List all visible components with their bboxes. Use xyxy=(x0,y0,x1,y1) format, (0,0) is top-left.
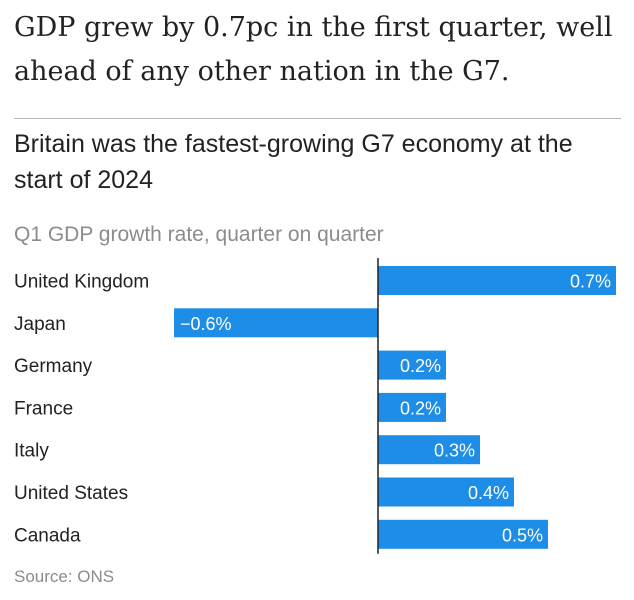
category-label: Italy xyxy=(14,441,49,462)
value-label: 0.3% xyxy=(434,441,475,461)
category-label: Canada xyxy=(14,525,81,546)
chart-title: Britain was the fastest-growing G7 econo… xyxy=(14,130,573,194)
category-label: United Kingdom xyxy=(14,272,149,293)
value-label: −0.6% xyxy=(180,314,232,334)
chart-subtitle: Q1 GDP growth rate, quarter on quarter xyxy=(14,223,384,246)
value-label: 0.4% xyxy=(468,483,509,503)
category-label: Germany xyxy=(14,356,93,377)
bar-chart: United Kingdom 0.7% Japan −0.6% Germany 0.2% F… xyxy=(14,258,616,554)
category-label: France xyxy=(14,398,73,419)
bar xyxy=(378,350,446,380)
bar xyxy=(378,435,480,465)
bar xyxy=(378,392,446,422)
bar xyxy=(378,477,514,507)
bar xyxy=(174,308,378,338)
headline: GDP grew by 0.7pc in the first quarter, … xyxy=(14,12,613,87)
divider xyxy=(14,118,621,119)
category-label: United States xyxy=(14,483,128,504)
source-note: Source: ONS xyxy=(14,567,115,586)
bar xyxy=(378,266,616,295)
bar xyxy=(378,519,548,549)
value-label: 0.2% xyxy=(400,398,441,418)
value-label: 0.7% xyxy=(570,272,611,292)
value-label: 0.2% xyxy=(400,356,441,376)
category-label: Japan xyxy=(14,314,66,335)
value-label: 0.5% xyxy=(502,525,543,545)
